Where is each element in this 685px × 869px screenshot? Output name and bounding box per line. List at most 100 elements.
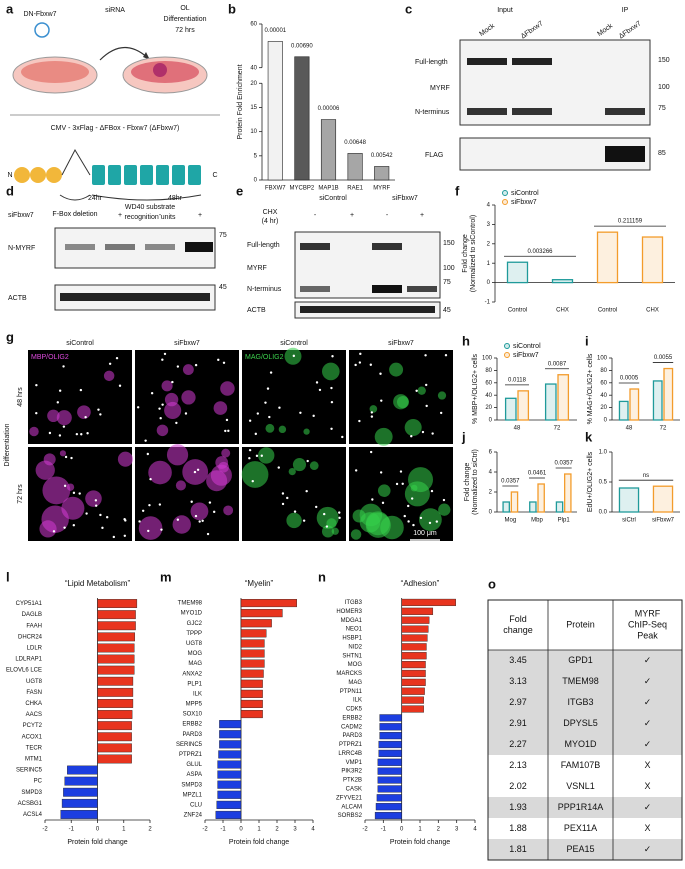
bar — [97, 632, 135, 642]
y-tick-label: MPP5 — [186, 702, 203, 708]
arrow — [99, 46, 151, 61]
table-header: Fold — [509, 614, 527, 624]
bar — [375, 803, 402, 811]
cell — [408, 467, 434, 493]
bar — [401, 652, 427, 660]
table-cell: X — [644, 781, 650, 791]
cell — [419, 508, 442, 532]
band — [300, 286, 330, 292]
cells — [21, 61, 89, 83]
table-cell: 2.27 — [509, 739, 527, 749]
y-tick-label: PLP1 — [187, 681, 202, 687]
wd40 — [124, 165, 137, 185]
nucleus — [147, 529, 150, 533]
bar — [97, 721, 132, 731]
bar — [240, 619, 272, 628]
panel-text: MAG/OLIG2 — [245, 354, 284, 361]
bar — [401, 669, 426, 678]
y-tick-label: 60 — [485, 380, 492, 386]
y-tick-label: 15 — [250, 105, 257, 111]
panel-text: MBP/OLIG2 — [31, 354, 69, 361]
nucleus — [123, 534, 127, 538]
x-tick-label: -2 — [362, 827, 368, 833]
panel-label: k — [585, 429, 593, 444]
nucleus — [424, 354, 427, 357]
table-cell: DPYSL5 — [563, 718, 598, 728]
y-tick-label: ACOX1 — [22, 734, 43, 740]
y-tick-label: ELOVL6 LCE — [6, 668, 42, 674]
bar — [64, 776, 98, 786]
nucleus — [315, 381, 319, 384]
nucleus — [331, 355, 334, 358]
nucleus — [227, 429, 230, 433]
x-tick-label: 72 — [554, 426, 561, 432]
x-tick-label: 3 — [293, 827, 297, 833]
cell — [190, 502, 209, 521]
panel-text: 24hr — [88, 195, 103, 202]
cell — [35, 460, 55, 480]
cell — [265, 423, 275, 433]
cell — [278, 425, 287, 434]
row-shade — [488, 650, 682, 671]
cell — [156, 424, 169, 437]
y-axis-label: Fold change — [462, 234, 469, 273]
y-tick-label: CHKA — [25, 701, 42, 707]
y-tick-label: 60 — [250, 22, 257, 28]
band — [300, 243, 330, 250]
bar — [240, 629, 267, 638]
nucleus — [330, 400, 334, 404]
bar — [564, 473, 572, 513]
nucleus — [415, 389, 418, 392]
y-tick-label: MARCKS — [336, 671, 362, 677]
row-shade — [488, 671, 682, 692]
panel-text: 45 — [219, 284, 227, 291]
band — [185, 242, 213, 252]
nucleus — [194, 363, 198, 367]
nucleus — [442, 498, 446, 502]
panel-text: 100 — [658, 84, 670, 91]
y-tick-label: UGT8 — [26, 679, 43, 685]
cell — [213, 401, 228, 415]
annotation: 0.0357 — [501, 479, 520, 485]
y-tick-label: GLUL — [186, 762, 202, 768]
band — [512, 108, 552, 115]
x-tick-label: CHX — [646, 308, 659, 314]
y-tick-label: 0.0 — [599, 510, 608, 516]
bar — [529, 501, 537, 513]
nucleus — [407, 504, 410, 508]
nucleus — [79, 388, 83, 392]
y-tick-label: ANXA2 — [182, 671, 202, 677]
nucleus — [148, 503, 151, 507]
table-cell: PPP1R14A — [558, 802, 604, 812]
bar — [97, 710, 133, 719]
panel-text: recognition units — [125, 214, 176, 221]
table-cell: 1.93 — [509, 802, 527, 812]
y-tick-label: 40 — [250, 65, 257, 71]
bar — [97, 754, 132, 764]
y-tick-label: 4 — [487, 203, 491, 209]
panel-label: m — [160, 569, 172, 584]
nucleus — [149, 477, 152, 481]
panel-text: N-terminus — [247, 286, 282, 293]
nucleus — [302, 519, 306, 522]
y-tick-label: NEO1 — [346, 627, 363, 633]
table-cell: ITGB3 — [567, 697, 593, 707]
table-cell: GPD1 — [568, 655, 593, 665]
y-tick-label: LDLRAP1 — [15, 657, 42, 663]
nucleus — [281, 492, 285, 495]
y-tick-label: FASN — [26, 690, 42, 696]
nucleus — [136, 406, 140, 409]
plasmid-icon — [34, 22, 50, 38]
nucleus — [48, 431, 52, 435]
nucleus — [101, 526, 104, 530]
y-axis-label: (Normalized to siControl) — [470, 215, 477, 292]
nucleus — [370, 415, 374, 418]
nucleus — [325, 525, 329, 528]
bar — [240, 679, 263, 688]
panel-text: CHX — [263, 209, 278, 216]
y-tick-label: 0.5 — [599, 480, 608, 486]
cell — [175, 480, 186, 491]
nucleus — [248, 448, 252, 452]
nucleus — [299, 411, 302, 414]
nucleus — [369, 450, 373, 454]
